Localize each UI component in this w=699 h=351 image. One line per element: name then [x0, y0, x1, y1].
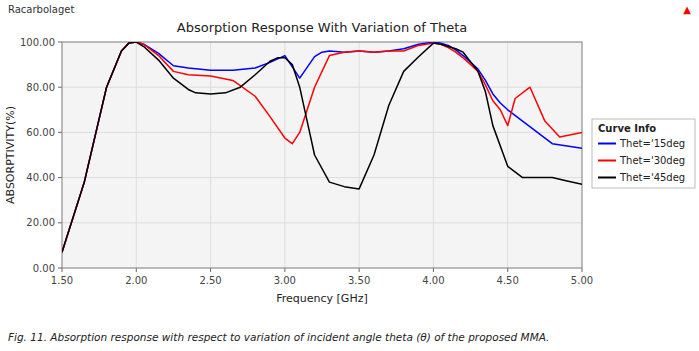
- tick: [58, 268, 62, 269]
- annotation: ▲: [683, 4, 691, 15]
- tick: [58, 132, 62, 133]
- tick-label: 3.50: [348, 275, 370, 286]
- legend-swatch: [598, 177, 616, 179]
- tick: [58, 222, 62, 223]
- legend: Curve Info Thet='15deg Thet='30deg Thet='45…: [592, 119, 695, 188]
- legend-box: [592, 119, 695, 188]
- legend-entry: Thet='45deg: [619, 172, 685, 183]
- tick-label: 60.00: [26, 127, 55, 138]
- line: [62, 42, 582, 252]
- line: [62, 42, 582, 252]
- tick-label: 5.00: [571, 275, 593, 286]
- tick: [58, 42, 62, 43]
- tick: [507, 268, 508, 272]
- tick: [582, 268, 583, 272]
- background: [0, 0, 699, 351]
- grid-line: [62, 132, 582, 133]
- tick-label: 40.00: [26, 172, 55, 183]
- tick: [210, 268, 211, 272]
- tick-label: 100.00: [20, 37, 55, 48]
- tick-label: 2.00: [125, 275, 147, 286]
- grid-line: [507, 42, 508, 268]
- legend-swatch: [598, 143, 616, 145]
- annotation: Racarbolaget: [8, 4, 74, 15]
- series-group: [62, 42, 582, 252]
- tick: [284, 268, 285, 272]
- plot-area: [62, 42, 582, 268]
- title: Absorption Response With Variation of Th…: [177, 20, 467, 35]
- tick: [62, 268, 63, 272]
- grid-line: [62, 222, 582, 223]
- tick-label: 3.00: [274, 275, 296, 286]
- grid: [62, 42, 582, 268]
- axis-label: ABSORPTIVITY(%): [4, 106, 17, 204]
- grid-line: [136, 42, 137, 268]
- tick-label: 2.50: [199, 275, 221, 286]
- tick-label: 0.00: [33, 263, 55, 274]
- grid-line: [284, 42, 285, 268]
- tick-label: 1.50: [51, 275, 73, 286]
- plot-frame: [62, 42, 582, 268]
- line: [62, 42, 582, 252]
- grid-line: [359, 42, 360, 268]
- caption: Fig. 11. Absorption response with respec…: [8, 331, 549, 343]
- grid-line: [433, 42, 434, 268]
- tick-label: 4.50: [497, 275, 519, 286]
- legend-entry: Thet='15deg: [619, 138, 685, 149]
- legend-title: Curve Info: [598, 123, 656, 134]
- axis-label: Frequency [GHz]: [276, 292, 367, 305]
- legend-entry: Thet='30deg: [619, 155, 685, 166]
- grid-line: [62, 87, 582, 88]
- tick-label: 4.00: [422, 275, 444, 286]
- tick-label: 80.00: [26, 82, 55, 93]
- tick: [136, 268, 137, 272]
- chart: Racarbolaget ▲ Absorption Response With Va…: [0, 0, 699, 351]
- tick-label: 20.00: [26, 217, 55, 228]
- tick: [58, 177, 62, 178]
- legend-swatch: [598, 160, 616, 162]
- tick: [359, 268, 360, 272]
- grid-line: [62, 177, 582, 178]
- tick: [58, 87, 62, 88]
- tick: [433, 268, 434, 272]
